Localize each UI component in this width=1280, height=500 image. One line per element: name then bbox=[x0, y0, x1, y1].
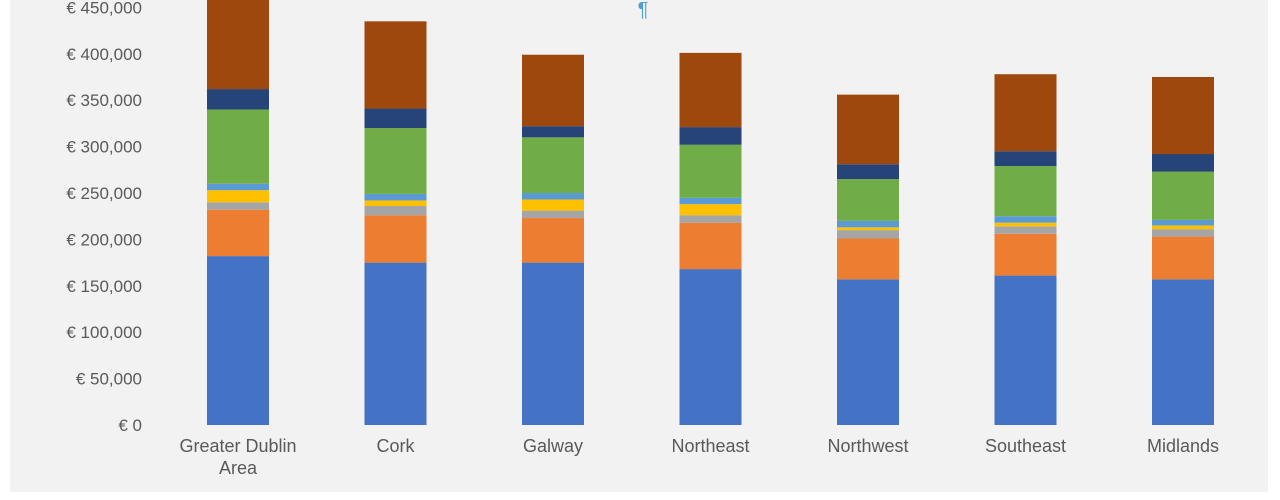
y-tick-label: € 350,000 bbox=[66, 91, 142, 110]
bar-segment bbox=[364, 108, 427, 129]
bar-segment bbox=[522, 137, 584, 193]
bar-stacks bbox=[207, 0, 1214, 425]
bar-segment bbox=[522, 210, 584, 219]
stacked-bar-chart: € 0 € 50,000 € 100,000 € 150,000 € 200,000 € … bbox=[66, 0, 1219, 478]
y-tick-label: € 400,000 bbox=[66, 45, 142, 64]
bar-segment bbox=[837, 227, 899, 231]
x-category-label: Southeast bbox=[985, 436, 1066, 456]
bar-segment bbox=[1152, 236, 1214, 280]
y-tick-label: € 150,000 bbox=[66, 277, 142, 296]
x-category-label: Cork bbox=[376, 436, 415, 456]
paragraph-mark-icon: ¶ bbox=[638, 0, 649, 21]
bar-segment bbox=[1152, 219, 1214, 226]
bar-segment bbox=[1152, 225, 1214, 230]
bar-segment bbox=[837, 220, 899, 228]
x-category-label: Northwest bbox=[827, 436, 908, 456]
bar-segment bbox=[522, 126, 584, 138]
x-axis: Greater Dublin Area Cork Galway Northeast Nor… bbox=[179, 436, 1219, 478]
y-tick-label: € 50,000 bbox=[76, 370, 142, 389]
bar-segment bbox=[364, 262, 427, 425]
y-tick-label: € 0 bbox=[118, 416, 142, 435]
x-category-label: Galway bbox=[523, 436, 583, 456]
bar-segment bbox=[994, 151, 1057, 167]
bar-segment bbox=[1152, 279, 1214, 425]
bar-segment bbox=[364, 200, 427, 206]
y-tick-label: € 200,000 bbox=[66, 230, 142, 249]
bar-segment bbox=[1152, 171, 1214, 220]
x-category-label: Greater Dublin Area bbox=[179, 436, 296, 478]
bar-segment bbox=[522, 199, 584, 211]
bar-segment bbox=[522, 262, 584, 425]
bar-segment bbox=[207, 109, 269, 184]
bar-segment bbox=[1152, 229, 1214, 237]
bar-segment bbox=[522, 54, 584, 127]
bar-segment bbox=[679, 215, 742, 223]
bar-segment bbox=[522, 193, 584, 200]
bar-segment bbox=[679, 52, 742, 128]
bar-segment bbox=[364, 205, 427, 216]
bar-segment bbox=[522, 218, 584, 263]
bar-segment bbox=[364, 128, 427, 194]
bar-segment bbox=[1152, 77, 1214, 155]
bar-segment bbox=[994, 74, 1057, 152]
chart-area: € 0 € 50,000 € 100,000 € 150,000 € 200,000 € … bbox=[10, 0, 1268, 492]
y-axis: € 0 € 50,000 € 100,000 € 150,000 € 200,000 € … bbox=[66, 0, 142, 435]
y-tick-label: € 300,000 bbox=[66, 138, 142, 157]
bar-segment bbox=[994, 226, 1057, 234]
bar-segment bbox=[994, 222, 1057, 227]
bar-segment bbox=[207, 190, 269, 203]
y-tick-label: € 250,000 bbox=[66, 184, 142, 203]
bar-segment bbox=[1152, 154, 1214, 172]
bar-segment bbox=[207, 209, 269, 257]
bar-segment bbox=[207, 256, 269, 425]
bar-segment bbox=[679, 127, 742, 145]
bar-segment bbox=[679, 197, 742, 205]
bar-segment bbox=[679, 204, 742, 216]
bar-segment bbox=[679, 144, 742, 198]
bar-segment bbox=[837, 230, 899, 239]
bar-segment bbox=[837, 179, 899, 221]
bar-segment bbox=[994, 233, 1057, 276]
bar-segment bbox=[364, 215, 427, 263]
bar-segment bbox=[364, 193, 427, 201]
bar-segment bbox=[679, 222, 742, 270]
bar-segment bbox=[994, 166, 1057, 217]
x-category-label: Midlands bbox=[1147, 436, 1219, 456]
bar-segment bbox=[994, 216, 1057, 223]
bar-segment bbox=[364, 21, 427, 109]
bar-segment bbox=[837, 279, 899, 425]
bar-segment bbox=[207, 0, 269, 90]
bar-segment bbox=[679, 269, 742, 425]
x-category-label: Northeast bbox=[671, 436, 749, 456]
bar-segment bbox=[837, 94, 899, 165]
bar-segment bbox=[837, 164, 899, 180]
bar-segment bbox=[207, 89, 269, 110]
y-tick-label: € 100,000 bbox=[66, 323, 142, 342]
bar-segment bbox=[837, 238, 899, 280]
bar-segment bbox=[207, 183, 269, 191]
bar-segment bbox=[207, 202, 269, 210]
bar-segment bbox=[994, 275, 1057, 425]
y-tick-label: € 450,000 bbox=[66, 0, 142, 17]
